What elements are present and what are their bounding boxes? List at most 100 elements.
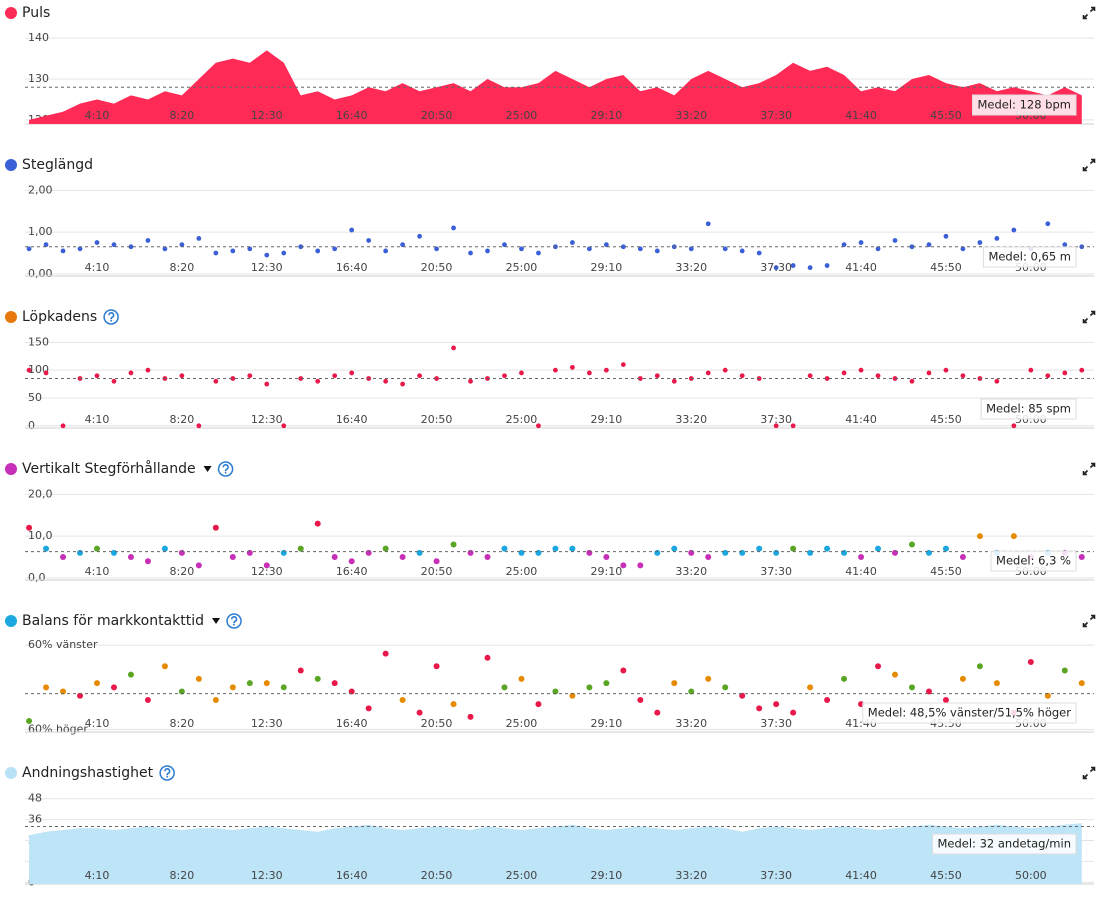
- x-tick-label: 37:30: [760, 717, 792, 730]
- point: [518, 549, 525, 556]
- point: [264, 252, 270, 258]
- point: [383, 248, 389, 254]
- y-tick-label: 60% höger: [28, 722, 88, 735]
- help-icon[interactable]: [159, 765, 175, 781]
- x-tick-label: 41:40: [845, 413, 877, 426]
- expand-arrow: [1082, 310, 1096, 324]
- point: [230, 376, 236, 381]
- point: [144, 558, 151, 565]
- x-tick-label: 20:50: [421, 261, 453, 274]
- point: [858, 554, 865, 561]
- point: [382, 650, 389, 657]
- x-tick-label: 37:30: [760, 413, 792, 426]
- chart-panel: Balans för markkontakttid 60% höger 60% vä…: [5, 613, 1096, 735]
- chart-title: Vertikalt Stegförhållande: [22, 460, 196, 477]
- help-circle: [226, 613, 242, 629]
- x-tick-label: 45:50: [930, 261, 962, 274]
- point: [246, 549, 253, 556]
- dropdown-arrow[interactable]: [212, 618, 221, 624]
- y-tick-label: 150: [28, 335, 49, 348]
- point: [586, 246, 592, 252]
- point: [722, 549, 729, 556]
- point: [824, 545, 831, 552]
- point: [773, 423, 779, 429]
- point: [348, 688, 355, 695]
- point: [43, 684, 50, 691]
- expand-icon[interactable]: [1082, 766, 1096, 780]
- point: [213, 378, 219, 384]
- x-tick-label: 41:40: [845, 565, 877, 578]
- expand-icon[interactable]: [1082, 158, 1096, 172]
- point: [790, 423, 796, 429]
- point: [536, 250, 541, 256]
- x-tick-label: 8:20: [170, 109, 195, 122]
- point: [365, 705, 372, 712]
- point: [60, 423, 66, 429]
- y-tick-label: 2,00: [28, 183, 53, 196]
- x-tick-label: 12:30: [251, 261, 283, 274]
- point: [263, 680, 270, 687]
- point: [688, 549, 695, 556]
- point: [620, 362, 626, 367]
- point: [722, 684, 729, 691]
- mean-label: Medel: 6,3 %: [996, 554, 1071, 568]
- chart-title: Andningshastighet: [22, 765, 154, 781]
- point: [722, 246, 728, 252]
- point: [110, 684, 117, 691]
- x-tick-label: 37:30: [760, 261, 792, 274]
- x-tick-label: 20:50: [421, 565, 453, 578]
- point: [60, 248, 66, 254]
- x-tick-label: 29:10: [591, 109, 623, 122]
- point: [739, 373, 745, 379]
- expand-icon[interactable]: [1082, 614, 1096, 628]
- point: [1062, 242, 1068, 248]
- point: [858, 240, 864, 245]
- expand-icon[interactable]: [1082, 310, 1096, 324]
- y-tick-label: 20,0: [28, 487, 53, 500]
- point: [519, 370, 524, 376]
- legend-dot: [5, 615, 17, 627]
- mean-label-box: [931, 833, 1077, 855]
- y-tick-label: 0,00: [28, 267, 53, 280]
- point: [841, 549, 848, 556]
- point: [179, 373, 185, 379]
- point: [111, 378, 117, 384]
- x-tick-label: 12:30: [251, 565, 283, 578]
- x-tick-label: 16:40: [336, 109, 368, 122]
- dropdown-arrow[interactable]: [203, 466, 212, 472]
- point: [637, 562, 644, 569]
- point: [892, 238, 898, 243]
- mean-label: Medel: 48,5% vänster/51,5% höger: [868, 706, 1071, 720]
- point: [434, 246, 439, 252]
- point: [382, 545, 389, 552]
- x-tick-label: 25:00: [506, 869, 538, 882]
- point: [43, 242, 49, 248]
- help-icon[interactable]: [217, 461, 234, 477]
- x-tick-label: 4:10: [85, 717, 110, 730]
- help-icon[interactable]: [103, 309, 119, 325]
- expand-icon[interactable]: [1082, 6, 1096, 20]
- mean-label-box: [982, 246, 1077, 268]
- help-icon[interactable]: [226, 613, 242, 629]
- point: [892, 549, 899, 556]
- point: [671, 545, 678, 552]
- point: [94, 373, 100, 379]
- point: [145, 238, 151, 243]
- x-tick-label: 20:50: [421, 109, 453, 122]
- mean-label-box: [990, 550, 1077, 572]
- y-tick-label: 0,0: [28, 571, 46, 584]
- x-tick-label: 25:00: [506, 413, 538, 426]
- point: [416, 549, 423, 556]
- area: [29, 823, 1082, 884]
- point: [943, 233, 949, 239]
- x-tick-label: 8:20: [170, 869, 195, 882]
- point: [586, 684, 593, 691]
- expand-icon[interactable]: [1082, 462, 1096, 476]
- x-tick-label: 16:40: [336, 717, 368, 730]
- point: [586, 549, 593, 556]
- y-tick-label: 48: [28, 792, 42, 805]
- x-tick-label: 29:10: [591, 413, 623, 426]
- point: [790, 545, 797, 552]
- point: [400, 242, 406, 248]
